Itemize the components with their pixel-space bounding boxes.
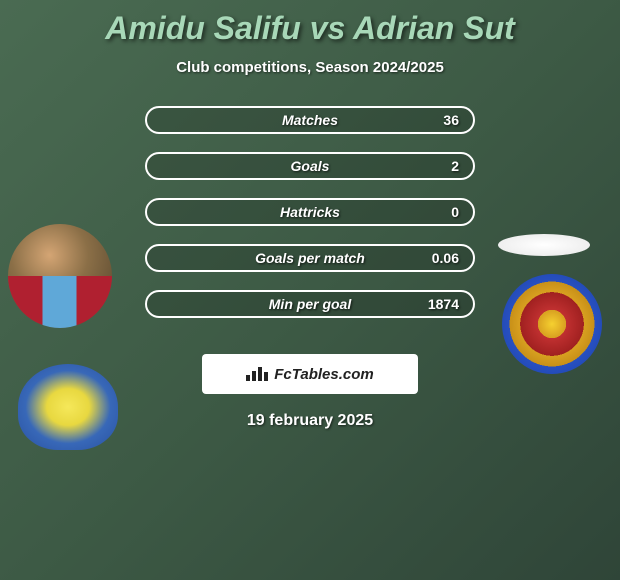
stats-area: Matches 36 Goals 2 Hattricks 0 Goals per… bbox=[0, 106, 620, 346]
player-right-avatar bbox=[498, 234, 590, 256]
stat-bar-matches: Matches 36 bbox=[145, 106, 475, 134]
infographic-container: Amidu Salifu vs Adrian Sut Club competit… bbox=[0, 0, 620, 440]
stat-bar-goals: Goals 2 bbox=[145, 152, 475, 180]
stat-label: Min per goal bbox=[269, 296, 351, 312]
stat-label: Matches bbox=[282, 112, 338, 128]
bar-chart-icon bbox=[246, 367, 268, 381]
stat-bar-goals-per-match: Goals per match 0.06 bbox=[145, 244, 475, 272]
stat-value: 0 bbox=[451, 204, 459, 220]
stat-label: Goals bbox=[291, 158, 330, 174]
stat-label: Goals per match bbox=[255, 250, 365, 266]
stat-value: 36 bbox=[443, 112, 459, 128]
club-right-badge bbox=[502, 274, 602, 374]
branding-label: FcTables.com bbox=[274, 366, 373, 383]
stat-value: 1874 bbox=[428, 296, 459, 312]
player-left-avatar bbox=[8, 224, 112, 328]
season-subtitle: Club competitions, Season 2024/2025 bbox=[0, 59, 620, 76]
stat-bar-hattricks: Hattricks 0 bbox=[145, 198, 475, 226]
club-left-badge bbox=[18, 364, 118, 450]
stat-bar-min-per-goal: Min per goal 1874 bbox=[145, 290, 475, 318]
branding-badge: FcTables.com bbox=[202, 354, 418, 394]
stat-value: 0.06 bbox=[432, 250, 459, 266]
stat-value: 2 bbox=[451, 158, 459, 174]
stat-label: Hattricks bbox=[280, 204, 340, 220]
comparison-title: Amidu Salifu vs Adrian Sut bbox=[0, 10, 620, 47]
